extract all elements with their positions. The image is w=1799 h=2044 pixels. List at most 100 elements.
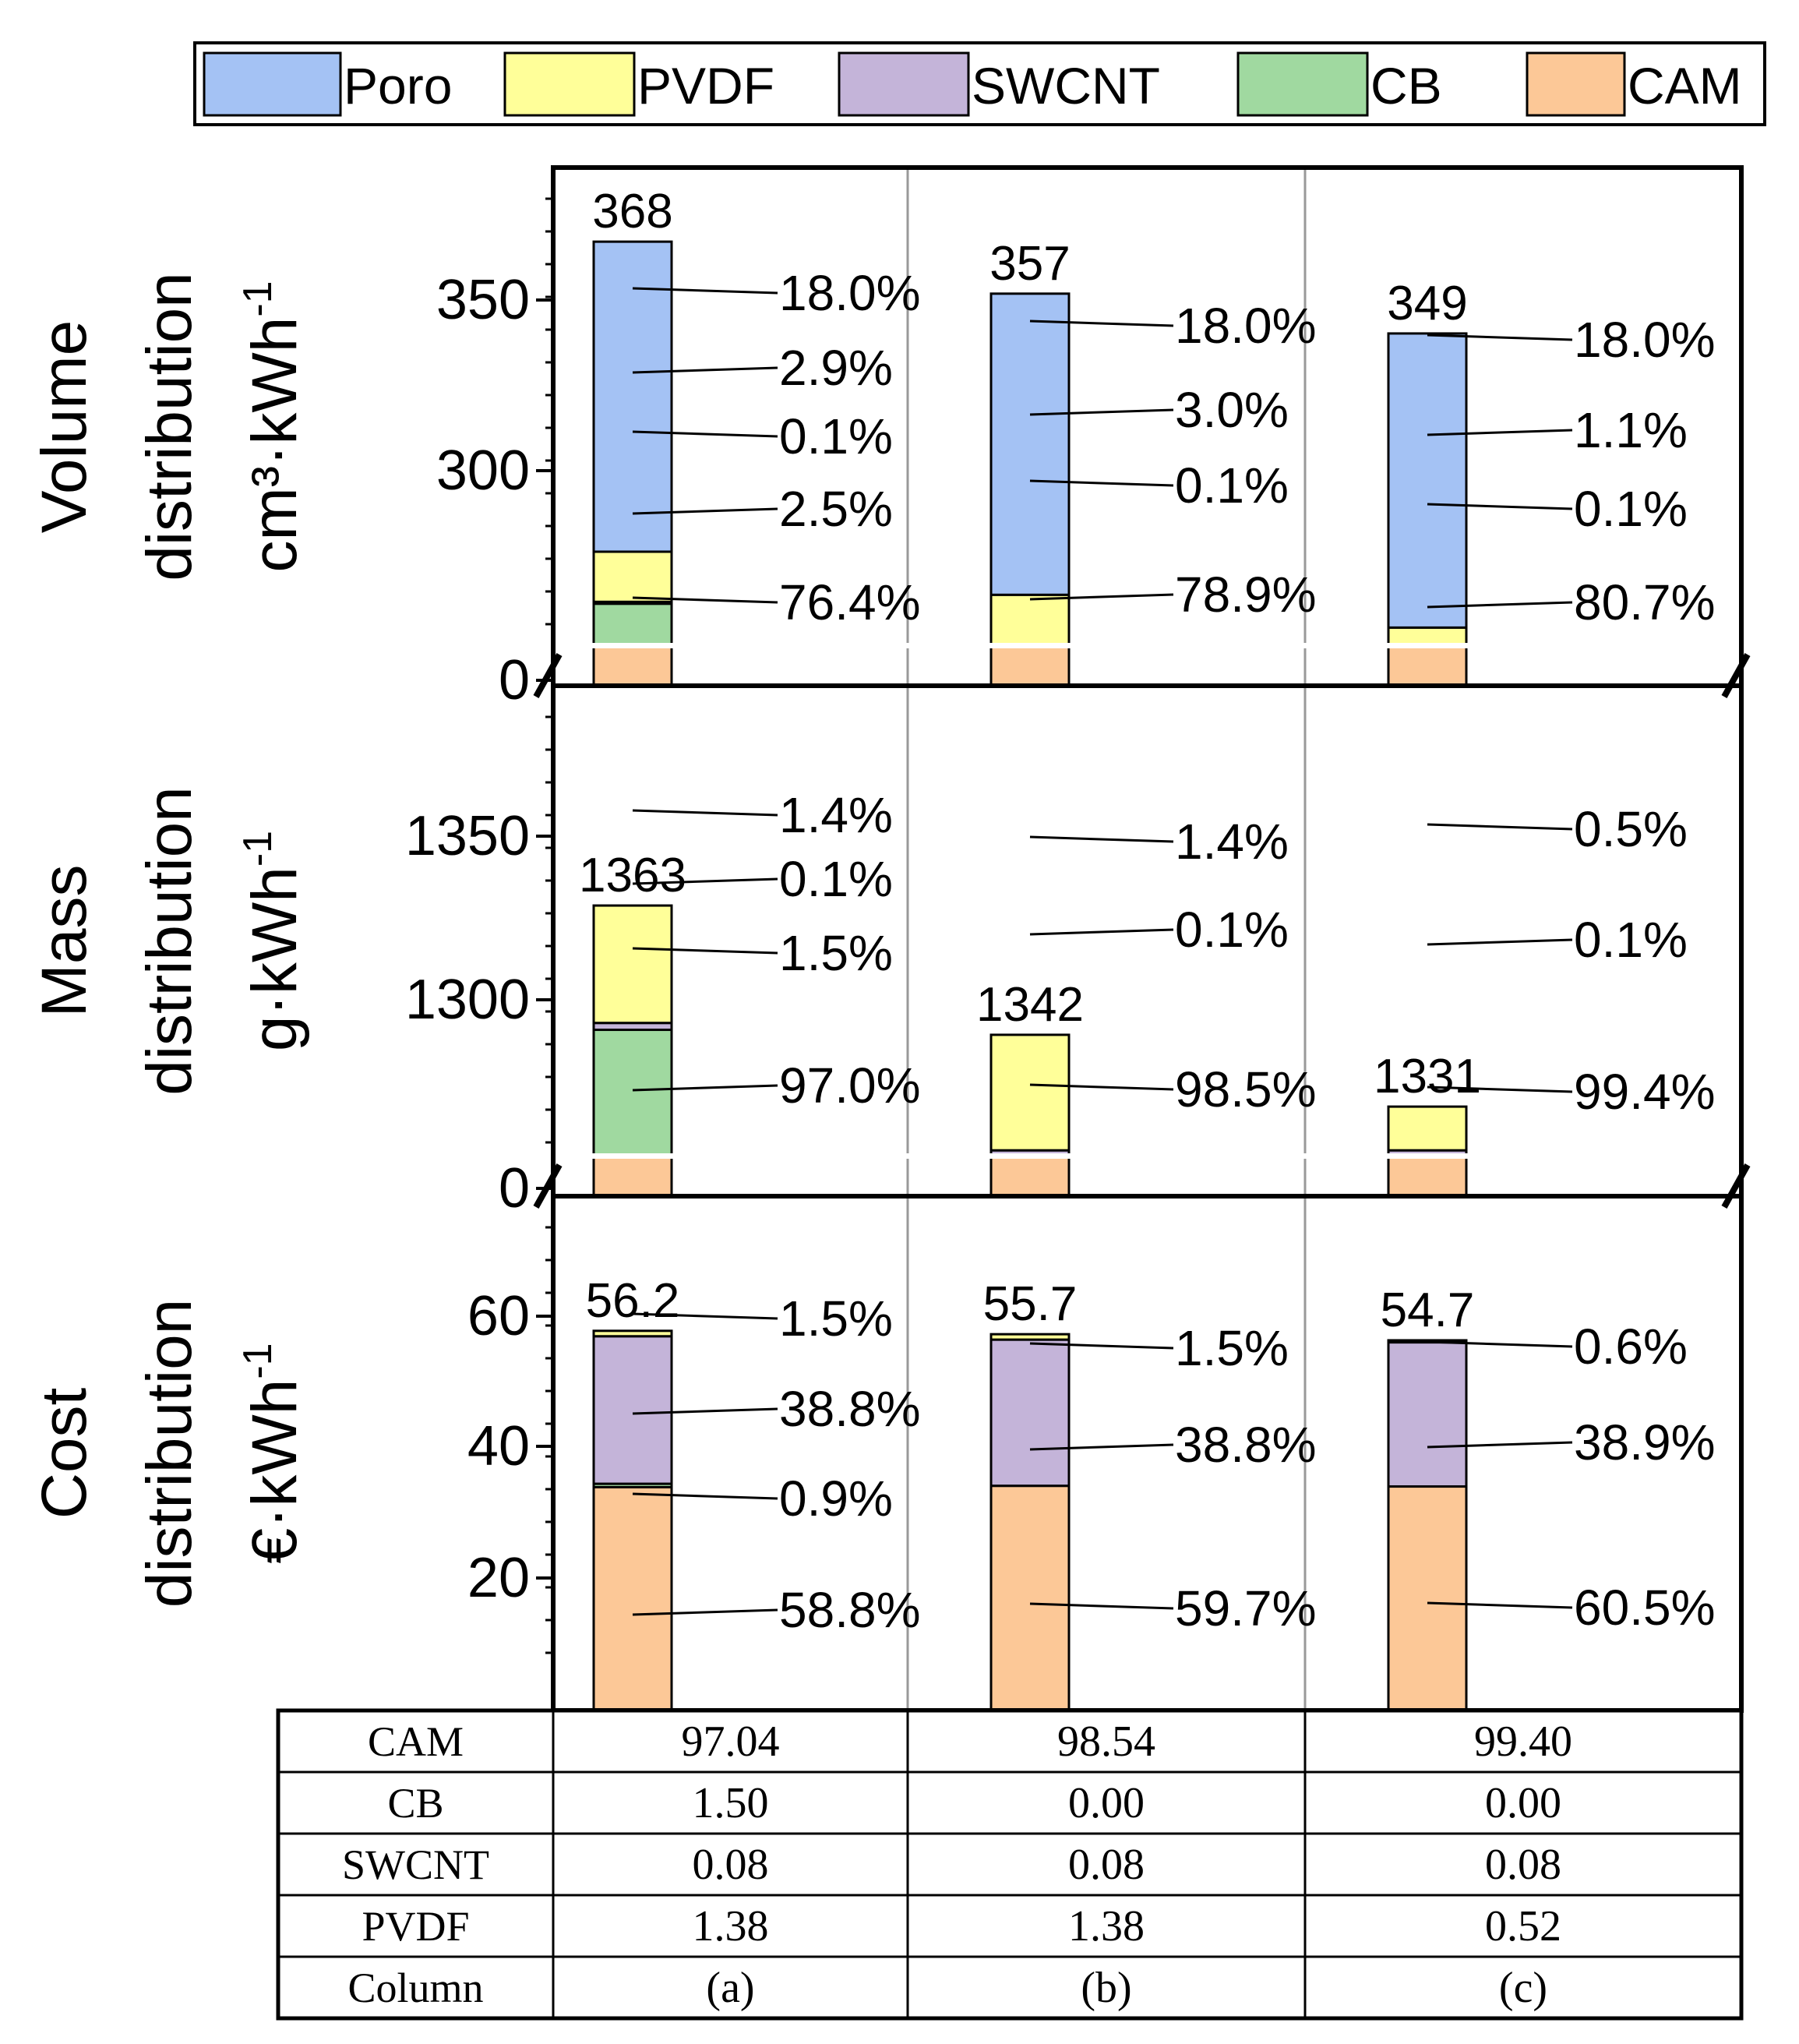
figure: Poro PVDF SWCNT CB CAM 368 357 349 18.0% 2.9% 0.1%…: [0, 0, 1799, 2044]
segment-percent-label: 1.4%: [1175, 814, 1289, 870]
axis-break-mark-right: [1724, 1165, 1748, 1207]
legend-label-cam: CAM: [1628, 57, 1742, 115]
segment-percent-label: 76.4%: [779, 574, 920, 630]
legend-swatch-swcnt: [839, 53, 968, 115]
segment-percent-label: 2.9%: [779, 340, 893, 396]
bar-mass-cb-0: [594, 1030, 672, 1157]
y-tick-label: 1300: [405, 969, 530, 1031]
composition-table: CAM 97.04 98.54 99.40CB 1.50 0.00 0.00SWCNT 0.0…: [278, 1710, 1741, 2018]
y-axis-label-line1: Cost: [29, 1387, 100, 1519]
table-cell: 0.00: [1068, 1779, 1145, 1827]
bar-volume-cb-0: [594, 604, 672, 647]
bar-cost-swcnt-2: [1388, 1343, 1466, 1487]
table-cell: 0.08: [693, 1841, 769, 1889]
bar-cost-cam-0: [594, 1487, 672, 1710]
table-row-label: CB: [387, 1780, 443, 1827]
table-row-label: CAM: [368, 1718, 464, 1765]
legend-swatch-pvdf: [505, 53, 634, 115]
y-axis-label-unit: cm³·kWh-1: [235, 281, 310, 572]
bar-volume-pvdf-1: [991, 595, 1069, 644]
y-axis-label: Cost distribution €·kWh-1: [29, 1299, 310, 1608]
panel-cost: 56.2 55.7 54.7 1.5% 38.8% 0.9% 58.8% 1.5% 38.8% 5…: [29, 1196, 1741, 1710]
segment-percent-label: 98.5%: [1175, 1061, 1316, 1117]
plot-frame: [553, 168, 1741, 686]
legend-label-pvdf: PVDF: [637, 57, 774, 115]
legend-label-cb: CB: [1370, 57, 1442, 115]
y-axis-label-line2: distribution: [134, 1299, 205, 1608]
plot-frame: [553, 1196, 1741, 1710]
table-row-label: Column: [347, 1965, 483, 2011]
segment-percent-label: 1.1%: [1574, 402, 1688, 458]
leader-line: [1030, 837, 1173, 842]
y-tick-label: 0: [499, 1157, 530, 1220]
segment-percent-label: 78.9%: [1175, 567, 1316, 623]
bar-volume-poro-2: [1388, 334, 1466, 627]
table-cell: 0.08: [1485, 1841, 1561, 1889]
legend: Poro PVDF SWCNT CB CAM: [195, 43, 1765, 125]
table-row-label: SWCNT: [342, 1841, 489, 1888]
table-cell: 98.54: [1057, 1717, 1155, 1766]
table-cell: 0.52: [1485, 1902, 1561, 1950]
segment-percent-label: 0.5%: [1574, 801, 1688, 857]
y-axis-unit: €·kWh: [239, 1379, 310, 1564]
segment-percent-label: 59.7%: [1175, 1580, 1316, 1636]
segment-percent-label: 0.1%: [779, 851, 893, 907]
segment-percent-label: 0.9%: [779, 1470, 893, 1527]
bar-volume-pvdf-0: [594, 552, 672, 602]
bar-total-label: 56.2: [586, 1274, 680, 1328]
y-tick-label: 60: [467, 1285, 530, 1347]
segment-percent-label: 0.1%: [779, 408, 893, 464]
segment-percent-label: 18.0%: [1574, 312, 1715, 368]
table-cell: (b): [1081, 1964, 1131, 2012]
y-axis-unit: cm³·kWh: [239, 317, 310, 573]
leader-line: [1030, 930, 1173, 934]
bar-total-label: 357: [989, 237, 1070, 291]
bar-mass-pvdf-1: [991, 1035, 1069, 1150]
segment-percent-label: 18.0%: [779, 265, 920, 321]
axis-break-mark-left: [536, 655, 559, 697]
bar-total-label: 54.7: [1381, 1283, 1475, 1337]
segment-percent-label: 58.8%: [779, 1582, 920, 1638]
bar-total-label: 349: [1387, 277, 1467, 330]
bar-total-label: 368: [592, 185, 672, 238]
bar-mass-cam-0: [594, 1157, 672, 1196]
segment-percent-label: 18.0%: [1175, 298, 1316, 354]
y-tick-label: 350: [436, 269, 530, 331]
bar-cost-swcnt-0: [594, 1336, 672, 1484]
bar-volume-cam-0: [594, 647, 672, 686]
segment-percent-label: 38.8%: [1175, 1417, 1316, 1473]
bar-volume-pvdf-2: [1388, 627, 1466, 645]
bar-volume-cam-2: [1388, 647, 1466, 686]
segment-percent-label: 1.5%: [779, 925, 893, 981]
y-tick-label: 1350: [405, 805, 530, 867]
table-cell: 1.50: [693, 1779, 769, 1827]
segment-percent-label: 0.1%: [1175, 457, 1289, 514]
segment-percent-label: 3.0%: [1175, 382, 1289, 438]
bar-mass-cam-2: [1388, 1157, 1466, 1196]
table-cell: 97.04: [682, 1717, 780, 1766]
segment-percent-label: 38.8%: [779, 1381, 920, 1437]
segment-percent-label: 1.5%: [1175, 1320, 1289, 1376]
bar-mass-pvdf-0: [594, 906, 672, 1023]
axis-break-mark-left: [536, 1165, 559, 1207]
bar-cost-pvdf-1: [991, 1334, 1069, 1340]
segment-percent-label: 80.7%: [1574, 574, 1715, 630]
axis-break-gap: [569, 643, 1726, 648]
segment-percent-label: 1.5%: [779, 1290, 893, 1347]
y-axis-unit-exponent: -1: [235, 281, 280, 316]
bar-total-label: 1331: [1374, 1050, 1481, 1103]
leader-line: [1427, 824, 1572, 829]
panel-volume: 368 357 349 18.0% 2.9% 0.1% 2.5% 76.4% 18.0% 3.0%…: [29, 168, 1748, 711]
table-cell: 1.38: [693, 1902, 769, 1950]
bar-cost-pvdf-0: [594, 1331, 672, 1336]
table-cell: 0.00: [1485, 1779, 1561, 1827]
legend-label-poro: Poro: [344, 57, 452, 115]
axis-break-gap: [569, 1153, 1726, 1159]
segment-percent-label: 60.5%: [1574, 1580, 1715, 1636]
bar-volume-poro-1: [991, 294, 1069, 595]
bar-cost-cam-1: [991, 1486, 1069, 1710]
y-axis-label-line2: distribution: [134, 272, 205, 581]
y-axis-unit-exponent: -1: [235, 831, 280, 867]
bar-total-label: 1363: [579, 849, 686, 902]
segment-percent-label: 97.0%: [779, 1057, 920, 1114]
